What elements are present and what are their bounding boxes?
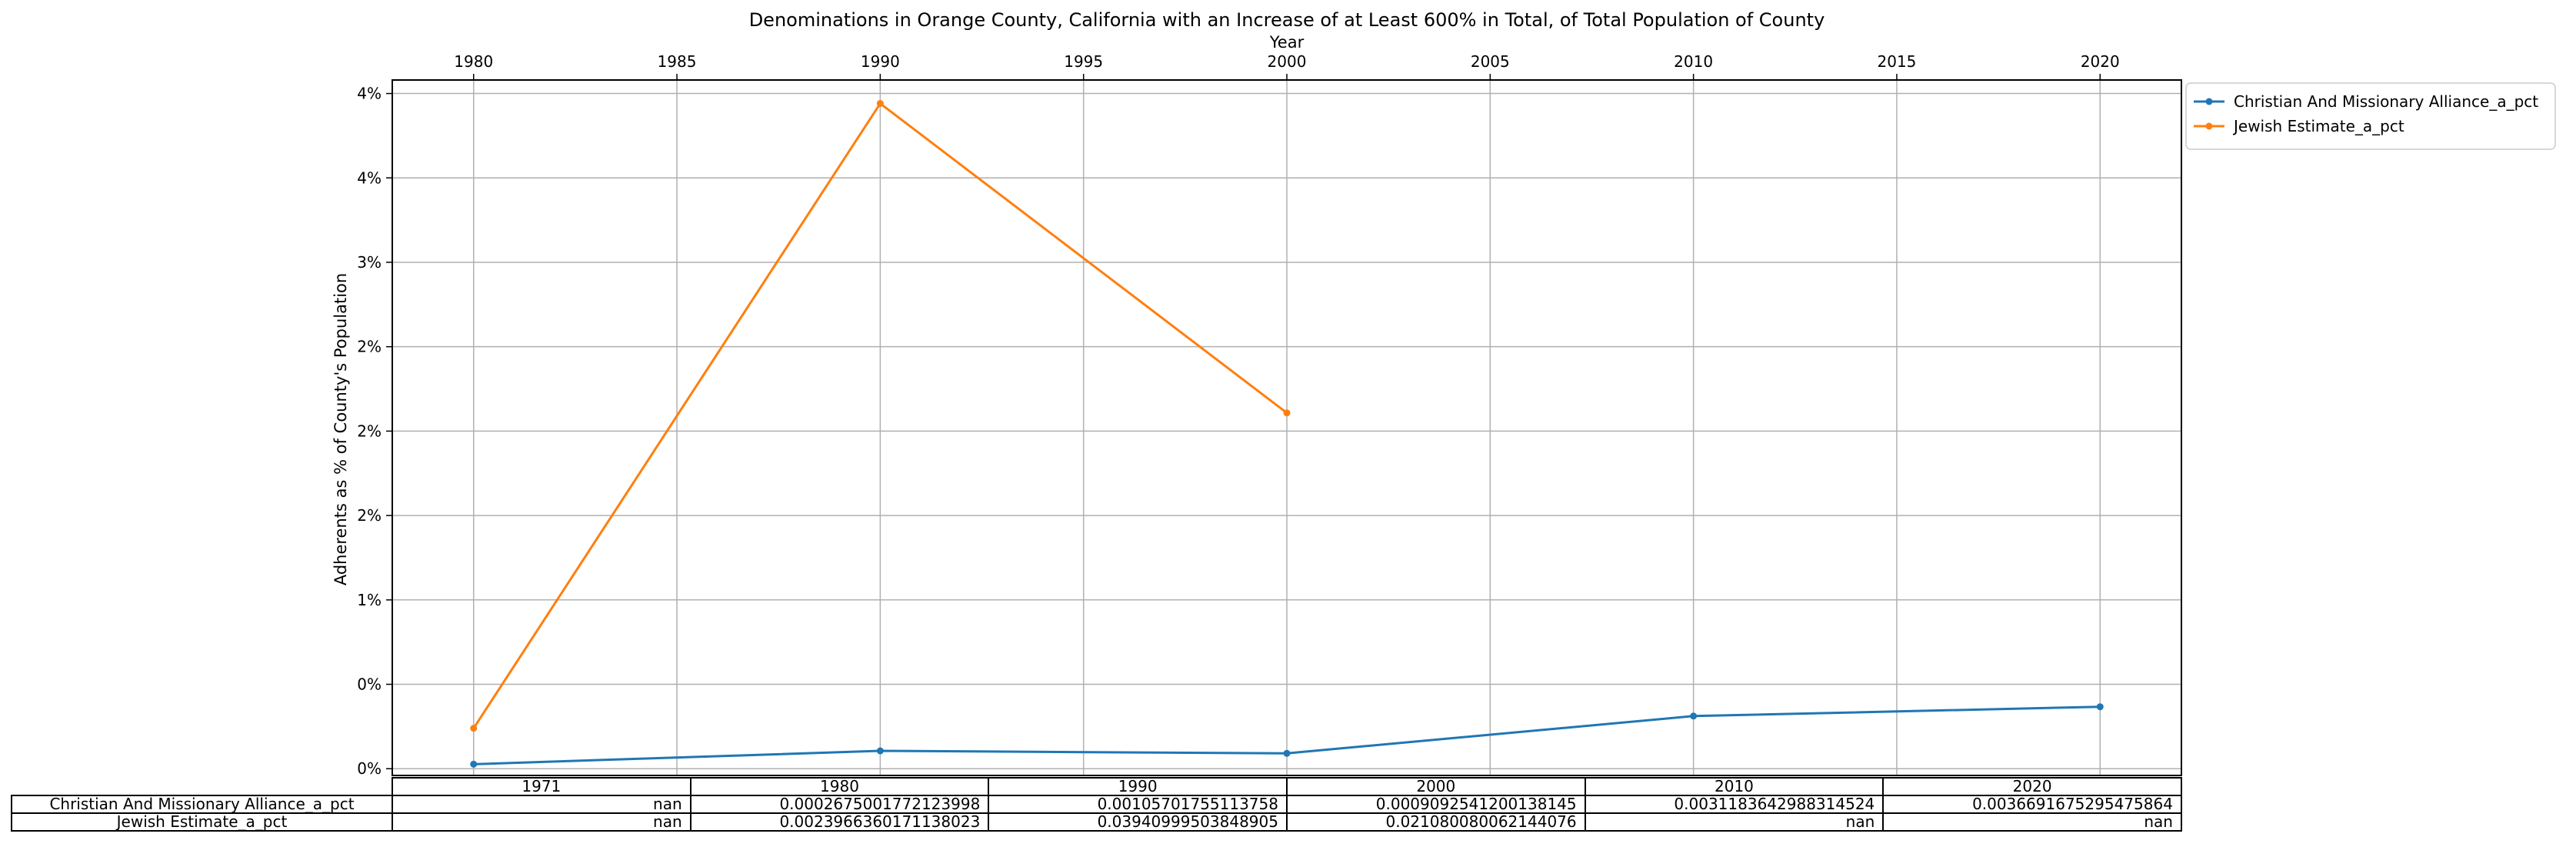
y-tick-label: 2% [357,338,382,356]
x-tick-label: 2010 [1674,52,1713,71]
x-axis-ticks: 1980 1985 1990 1995 2000 2005 2010 2015 2020 [454,52,2120,80]
legend-box [2185,82,2556,150]
table-cell: 0.0002675001772123998 [689,795,990,814]
data-point [470,725,478,732]
y-tick-label: 0% [357,759,382,778]
y-tick-label: 4% [357,85,382,103]
table-row: Jewish Estimate_a_pct nan 0.00239663601711… [11,812,2182,832]
legend: Christian And Missionary Alliance_a_pct J… [2185,82,2556,150]
table-cell: 0.021080080062144076 [1285,812,1586,832]
y-axis-ticks: 0% 0% 1% 2% 2% 2% 3% 4% 4% [357,85,392,778]
y-tick-label: 2% [357,422,382,440]
y-axis-label: Adherents as % of County's Population [332,273,350,585]
y-tick-label: 2% [357,506,382,525]
x-tick-label: 1980 [454,52,493,71]
x-tick-label: 1990 [861,52,900,71]
table-column-header: 2020 [1882,777,2182,796]
table-cell: 0.0009092541200138145 [1285,795,1586,814]
plot-area-frame [392,79,2182,776]
table-row-label: Christian And Missionary Alliance_a_pct [11,795,393,814]
table-header-row: 1971 1980 1990 2000 2010 2020 [12,777,2182,796]
y-tick-label: 0% [357,675,382,694]
y-tick-label: 3% [357,253,382,272]
legend-entry: Jewish Estimate_a_pct [2232,117,2404,135]
table-cell: nan [392,812,691,832]
x-axis-label: Year [1269,33,1305,52]
data-point [1283,409,1291,417]
series-lines [470,99,2104,768]
table-cell: 0.00105701755113758 [988,795,1288,814]
data-point [1690,712,1698,720]
legend-marker [2205,98,2213,105]
data-point [876,747,884,755]
data-point [1283,749,1291,757]
table-column-header: 1980 [689,777,990,796]
legend-marker [2205,122,2213,130]
table-cell: nan [1882,812,2182,832]
table-column-header: 2000 [1285,777,1586,796]
x-tick-label: 2000 [1268,52,1307,71]
table-corner [12,778,392,795]
table-column-header: 1971 [392,777,691,796]
x-tick-label: 1985 [658,52,697,71]
x-tick-label: 2020 [2081,52,2120,71]
x-tick-label: 1995 [1064,52,1103,71]
x-tick-label: 2005 [1471,52,1510,71]
x-tick-label: 2015 [1878,52,1917,71]
data-table: 1971 1980 1990 2000 2010 2020 Christian And Mi… [11,777,2182,832]
grid-lines [392,80,2181,775]
data-point [876,99,884,107]
table-cell: 0.0023966360171138023 [689,812,990,832]
data-point [470,760,478,768]
table-column-header: 1990 [988,777,1288,796]
table-cell: nan [1584,812,1885,832]
table-cell: 0.0031183642988314524 [1584,795,1885,814]
legend-entry: Christian And Missionary Alliance_a_pct [2234,92,2538,111]
chart-title: Denominations in Orange County, Californ… [749,9,1825,31]
table-column-header: 2010 [1584,777,1885,796]
y-tick-label: 1% [357,591,382,609]
table-row: Christian And Missionary Alliance_a_pct n… [11,795,2182,814]
data-point [2096,703,2104,711]
table-cell: 0.0036691675295475864 [1882,795,2182,814]
table-cell: 0.03940999503848905 [988,812,1288,832]
y-tick-label: 4% [357,168,382,187]
table-cell: nan [392,795,691,814]
table-row-label: Jewish Estimate_a_pct [11,812,393,832]
